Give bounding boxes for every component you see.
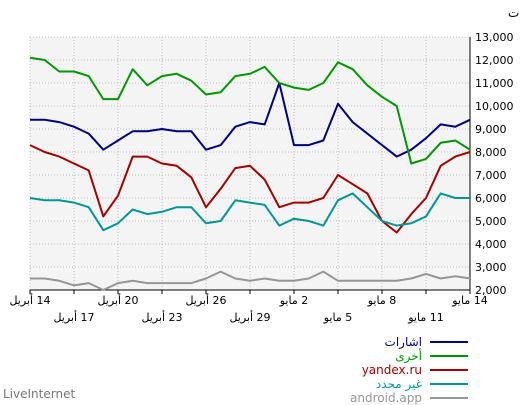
y-tick-label: 3,000 bbox=[475, 261, 507, 274]
y-tick-label: 4,000 bbox=[475, 238, 507, 251]
series-line-0 bbox=[30, 82, 471, 158]
y-tick-label: 5,000 bbox=[475, 215, 507, 228]
x-tick-label: 17 أبريل bbox=[53, 310, 94, 324]
series-line-3 bbox=[29, 192, 470, 232]
x-tick-label: 14 أبريل bbox=[9, 293, 50, 307]
y-tick-label: 12,000 bbox=[475, 54, 514, 67]
legend-label: غير محدد bbox=[376, 377, 422, 392]
x-tick-label: 14 مايو bbox=[451, 294, 487, 307]
y-tick-label: 9,000 bbox=[475, 123, 507, 136]
chart-title: المرات bbox=[508, 6, 520, 21]
series-line-2 bbox=[29, 144, 471, 234]
x-axis: 14 مايو 8 مايو 2 مايو 26 أبريل 20 أبريل 14 أب… bbox=[9, 290, 488, 324]
y-tick-label: 8,000 bbox=[475, 146, 507, 159]
x-tick-label: 23 أبريل bbox=[141, 310, 182, 324]
x-tick-label: 29 أبريل bbox=[229, 310, 270, 324]
y-tick-label: 6,000 bbox=[475, 192, 507, 205]
x-tick-label: 5 مايو bbox=[323, 311, 352, 324]
legend-label: yandex.ru bbox=[362, 363, 422, 377]
grid bbox=[29, 36, 471, 291]
x-tick-label: 11 مايو bbox=[407, 311, 443, 324]
y-tick-label: 13,000 bbox=[475, 31, 514, 44]
series-line-1 bbox=[29, 56, 471, 165]
y-tick-label: 2,000 bbox=[475, 284, 507, 297]
watermark: LiveInternet bbox=[3, 387, 75, 401]
x-tick-label: 26 أبريل bbox=[185, 293, 226, 307]
y-tick-label: 10,000 bbox=[475, 100, 514, 113]
legend-label: أخرى bbox=[395, 348, 422, 364]
y-tick-label: 11,000 bbox=[475, 77, 514, 90]
x-tick-label: 20 أبريل bbox=[97, 293, 138, 307]
series-lines bbox=[29, 56, 471, 291]
legend-label: android.app bbox=[350, 391, 422, 405]
series-line-4 bbox=[30, 270, 471, 291]
x-tick-label: 8 مايو bbox=[367, 294, 396, 307]
y-axis: 2,000 3,000 4,000 5,000 6,000 7,000 8,000 9,000… bbox=[30, 31, 514, 297]
legend-label: اشارات bbox=[385, 335, 422, 350]
x-tick-label: 2 مايو bbox=[279, 294, 308, 307]
y-tick-label: 7,000 bbox=[475, 169, 507, 182]
